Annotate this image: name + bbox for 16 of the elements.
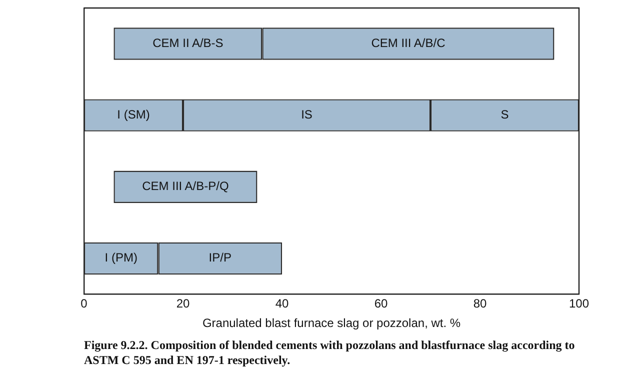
- data-label: IS: [301, 108, 312, 122]
- x-tick-label: 60: [374, 296, 388, 311]
- x-tick-label: 80: [473, 296, 487, 311]
- caption: Figure 9.2.2. Composition of blended cements with pozzolans and blastfurnace slag according to ASTM C 595 and EN 197-1 respectively.: [84, 338, 576, 368]
- data-label: CEM III A/B-P/Q: [142, 179, 229, 194]
- x-tick-label: 40: [275, 296, 289, 311]
- data-label: I (SM): [117, 108, 150, 122]
- x-axis-title: Granulated blast furnace slag or pozzolan, wt. %: [202, 316, 461, 330]
- x-tick-label: 20: [176, 296, 190, 311]
- data-label: IP/P: [208, 250, 232, 265]
- data-label: I (PM): [104, 250, 138, 265]
- data-label: CEM II A/B-S: [152, 36, 224, 50]
- data-label: CEM III A/B/C: [371, 36, 446, 50]
- x-tick-label: 0: [80, 296, 88, 311]
- data-label: S: [500, 108, 509, 122]
- x-tick-label: 100: [568, 296, 590, 311]
